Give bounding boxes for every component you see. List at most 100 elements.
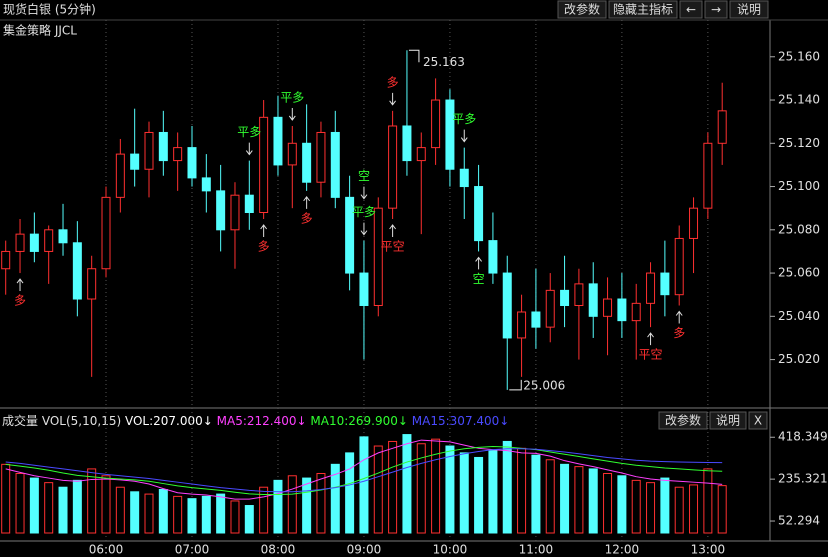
y-tick-label: 418.349 xyxy=(778,430,828,444)
candle-body xyxy=(502,272,512,339)
candle-body xyxy=(345,196,355,274)
button[interactable]: 说明 xyxy=(729,0,769,19)
x-tick-label: 06:00 xyxy=(89,543,124,557)
volume-title: 成交量 xyxy=(2,413,38,428)
signal-arrow xyxy=(460,129,468,143)
button-label[interactable]: X xyxy=(754,414,762,428)
x-tick-label: 13:00 xyxy=(691,543,726,557)
candle-body xyxy=(302,142,312,183)
volume-bar xyxy=(15,472,25,534)
candle-body xyxy=(230,194,240,231)
button-label[interactable]: 改参数 xyxy=(564,2,600,17)
candle-body xyxy=(273,116,283,166)
y-tick-label: 235.321 xyxy=(778,472,828,486)
button[interactable]: → xyxy=(704,0,728,19)
button-label[interactable]: ← xyxy=(686,3,696,17)
candle-body xyxy=(560,289,570,307)
button-label[interactable]: 隐藏主指标 xyxy=(613,2,673,17)
candle-body xyxy=(1,250,11,270)
button[interactable]: ← xyxy=(679,0,703,19)
signal-label: 多 xyxy=(673,326,685,340)
volume-bar xyxy=(474,456,484,534)
signal-arrow xyxy=(303,196,311,209)
volume-bar xyxy=(502,440,512,534)
candle-body xyxy=(130,153,140,170)
button-label[interactable]: 改参数 xyxy=(665,413,701,428)
volume-value: VOL:207.000↓ xyxy=(125,414,213,428)
button[interactable]: 说明 xyxy=(709,411,747,430)
volume-bar xyxy=(58,486,68,534)
y-tick-label: 25.040 xyxy=(778,309,820,323)
volume-bar xyxy=(302,477,312,534)
candle-body xyxy=(388,125,398,209)
candle-body xyxy=(674,237,684,296)
x-tick-label: 07:00 xyxy=(175,543,210,557)
volume-bar xyxy=(201,495,211,534)
candle-body xyxy=(603,298,613,317)
volume-bar xyxy=(617,475,627,534)
volume-bar xyxy=(631,479,641,534)
y-tick-label: 25.060 xyxy=(778,266,820,280)
candle-body xyxy=(588,283,598,317)
candle-body xyxy=(58,229,68,244)
candle-body xyxy=(158,131,168,162)
volume-bar xyxy=(115,486,125,534)
button[interactable]: 隐藏主指标 xyxy=(608,0,678,19)
y-tick-label: 25.080 xyxy=(778,222,820,236)
candle-body xyxy=(101,196,111,270)
signal-arrow xyxy=(16,278,24,292)
candle-body xyxy=(617,298,627,322)
volume-bar xyxy=(359,436,369,534)
candle-body xyxy=(459,168,469,188)
volume-bar xyxy=(259,486,269,534)
button-label[interactable]: → xyxy=(711,3,721,17)
volume-bar xyxy=(173,495,183,534)
candle-body xyxy=(144,131,154,170)
button[interactable]: X xyxy=(748,411,768,430)
candle-body xyxy=(87,268,97,300)
candle-body xyxy=(660,272,670,296)
signal-arrow xyxy=(389,92,397,106)
y-tick-label: 25.100 xyxy=(778,179,820,193)
button-frame xyxy=(679,0,703,19)
extreme-pointer xyxy=(509,379,522,391)
candle-body xyxy=(545,289,555,328)
button-label[interactable]: 说明 xyxy=(716,413,740,428)
button[interactable]: 改参数 xyxy=(557,0,607,19)
button-frame xyxy=(704,0,728,19)
ma-legend: MA10:269.900↓ xyxy=(310,414,408,428)
volume-bar xyxy=(488,450,498,534)
x-tick-label: 09:00 xyxy=(347,543,382,557)
signal-arrow xyxy=(475,256,482,270)
volume-bar xyxy=(674,486,684,534)
candle-body xyxy=(416,147,426,162)
candle-body xyxy=(29,233,39,252)
ma-line xyxy=(5,439,723,500)
signal-arrow xyxy=(389,224,397,237)
candle-body xyxy=(173,147,183,162)
volume-bar xyxy=(717,485,727,534)
y-tick-label: 52.294 xyxy=(778,514,820,528)
volume-bar xyxy=(388,440,398,534)
signal-arrow xyxy=(647,332,654,346)
x-tick-label: 10:00 xyxy=(433,543,468,557)
candle-body xyxy=(115,153,125,198)
volume-bar xyxy=(416,443,426,534)
signal-label: 平空 xyxy=(381,239,405,253)
y-tick-label: 25.020 xyxy=(778,352,820,366)
volume-bar xyxy=(130,491,140,534)
candle-body xyxy=(717,110,727,144)
candle-body xyxy=(259,116,269,213)
volume-bar xyxy=(101,475,111,534)
volume-bar xyxy=(345,452,355,534)
signal-label: 平空 xyxy=(639,348,663,362)
signal-arrow xyxy=(360,222,368,236)
volume-bar xyxy=(1,463,11,534)
volume-indicator: VOL(5,10,15) xyxy=(42,414,121,428)
ma-line xyxy=(5,445,723,496)
extreme-pointer xyxy=(408,49,420,63)
extreme-label: 25.163 xyxy=(423,55,465,69)
button-label[interactable]: 说明 xyxy=(737,2,761,17)
button[interactable]: 改参数 xyxy=(658,411,708,430)
signal-arrow xyxy=(675,310,683,324)
